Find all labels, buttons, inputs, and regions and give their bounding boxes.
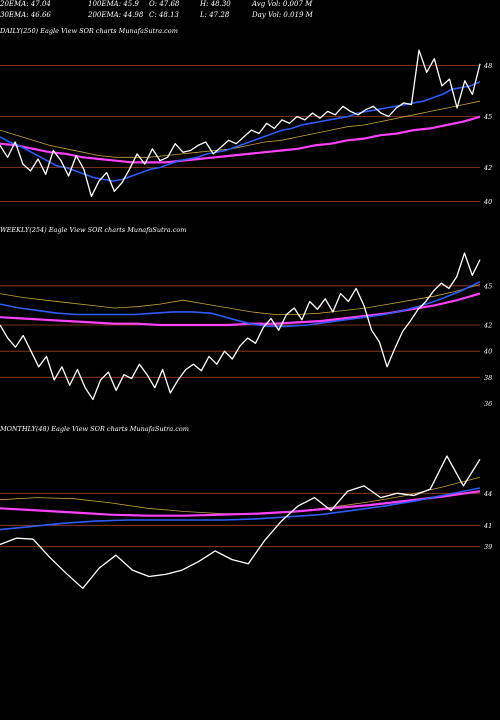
weekly-chart-title: WEEKLY(254) Eagle View SOR charts Munafa… bbox=[0, 226, 187, 234]
weekly-y-tick-label: 42 bbox=[483, 322, 492, 330]
day-vol-readout: Day Vol: 0.019 M bbox=[252, 11, 313, 19]
weekly-y-tick-label: 40 bbox=[483, 348, 492, 356]
daily-chart: 48 45 42 40 bbox=[0, 49, 492, 206]
monthly-ema-magenta-line bbox=[0, 490, 481, 517]
daily-price-line bbox=[0, 49, 481, 198]
ema30-readout: 30EMA: 46.66 bbox=[0, 11, 51, 19]
weekly-price-line bbox=[0, 252, 481, 401]
daily-ema-gold-line bbox=[0, 100, 481, 158]
weekly-y-tick-label: 38 bbox=[484, 374, 492, 382]
weekly-ema-gold-line bbox=[0, 284, 481, 315]
weekly-y-tick-label: 45 bbox=[483, 282, 492, 290]
monthly-y-tick-label: 41 bbox=[483, 522, 492, 530]
weekly-chart: 45 42 40 38 36 bbox=[0, 252, 492, 408]
weekly-ema-blue-line bbox=[0, 281, 481, 328]
ema200-readout: 200EMA: 44.98 bbox=[88, 11, 144, 19]
monthly-y-tick-label: 39 bbox=[484, 543, 492, 551]
monthly-chart-title: MONTHLY(48) Eagle View SOR charts Munafa… bbox=[0, 425, 189, 433]
low-readout: L: 47.28 bbox=[200, 11, 230, 19]
monthly-y-tick-label: 44 bbox=[483, 490, 492, 498]
daily-y-tick-label: 45 bbox=[483, 113, 492, 121]
open-readout: O: 47.68 bbox=[149, 0, 180, 8]
daily-y-tick-label: 40 bbox=[483, 198, 492, 206]
monthly-price-line bbox=[0, 455, 481, 589]
daily-y-tick-label: 42 bbox=[483, 164, 492, 172]
ema20-readout: 20EMA: 47.04 bbox=[0, 0, 51, 8]
daily-chart-title: DAILY(250) Eagle View SOR charts MunafaS… bbox=[0, 27, 178, 35]
daily-ema-magenta-line bbox=[0, 115, 481, 164]
close-readout: C: 48.13 bbox=[149, 11, 179, 19]
monthly-chart: 44 41 39 bbox=[0, 455, 492, 589]
ema100-readout: 100EMA: 45.9 bbox=[88, 0, 139, 8]
high-readout: H: 48.30 bbox=[200, 0, 231, 8]
avg-vol-readout: Avg Vol: 0.007 M bbox=[252, 0, 313, 8]
daily-y-tick-label: 48 bbox=[483, 62, 492, 70]
monthly-ema-blue-line bbox=[0, 487, 481, 531]
monthly-ema-gold-line bbox=[0, 476, 481, 514]
weekly-y-tick-label: 36 bbox=[484, 400, 492, 408]
